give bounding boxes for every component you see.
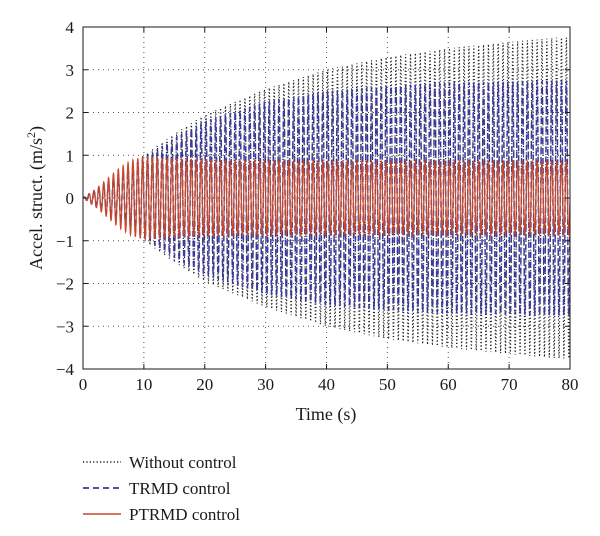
y-tick-label: −1 (56, 232, 74, 251)
y-axis-label-main: Accel. struct. (m/s (26, 138, 47, 270)
x-axis-label: Time (s) (296, 404, 357, 425)
y-tick-label: −2 (56, 275, 74, 294)
x-tick-label: 40 (318, 375, 335, 394)
y-tick-label: 4 (66, 18, 75, 37)
legend-label: PTRMD control (129, 505, 240, 524)
series-layer (83, 37, 570, 359)
ticks (82, 26, 571, 370)
y-tick-label: 2 (66, 104, 75, 123)
x-tick-label: 80 (562, 375, 579, 394)
legend-label: TRMD control (129, 479, 231, 498)
y-axis-label-superscript: 2 (24, 132, 38, 138)
x-tick-label: 30 (257, 375, 274, 394)
y-tick-label: −4 (56, 360, 75, 379)
y-axis-label: Accel. struct. (m/s2) (24, 126, 47, 270)
legend: Without control TRMD control PTRMD control (83, 453, 240, 524)
y-tick-label: 0 (66, 189, 75, 208)
legend-label: Without control (129, 453, 237, 472)
y-tick-label: 1 (66, 146, 75, 165)
y-tick-label: −3 (56, 317, 74, 336)
x-tick-label: 70 (501, 375, 518, 394)
x-tick-label: 20 (196, 375, 213, 394)
x-tick-label: 60 (440, 375, 457, 394)
y-tick-label: 3 (66, 61, 75, 80)
x-tick-label: 10 (135, 375, 152, 394)
y-axis-label-close: ) (26, 126, 47, 132)
x-tick-label: 50 (379, 375, 396, 394)
series-line-2 (83, 156, 570, 240)
x-tick-label: 0 (79, 375, 88, 394)
